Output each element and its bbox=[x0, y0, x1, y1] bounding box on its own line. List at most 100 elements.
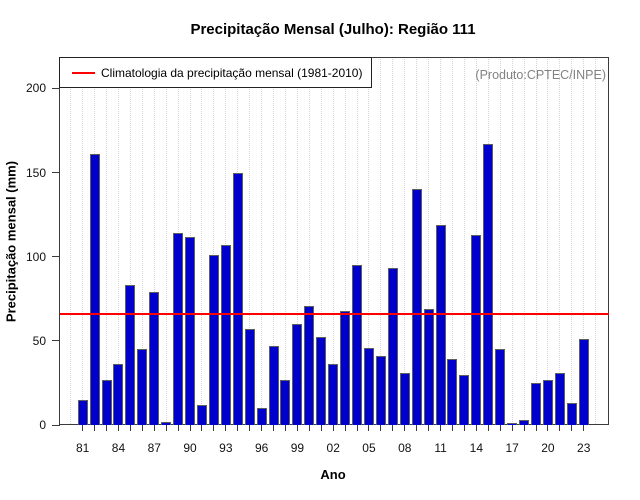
x-tick-label: 90 bbox=[183, 441, 197, 455]
gridline bbox=[82, 59, 84, 424]
x-axis-tick bbox=[261, 425, 263, 431]
gridline bbox=[284, 59, 286, 424]
gridline bbox=[117, 59, 119, 424]
x-tick-label: 08 bbox=[398, 441, 412, 455]
x-axis-tick bbox=[499, 425, 501, 431]
x-tick-label: 99 bbox=[290, 441, 305, 455]
y-tick-label: 200 bbox=[25, 81, 46, 96]
bar-2006 bbox=[375, 356, 386, 425]
x-tick-label: 23 bbox=[577, 441, 591, 455]
x-tick-label: 11 bbox=[434, 441, 447, 455]
x-axis-tick bbox=[82, 425, 84, 431]
bar-2005 bbox=[363, 348, 374, 425]
x-axis-tick bbox=[535, 425, 537, 431]
bar-2007 bbox=[387, 268, 398, 425]
bar-1992 bbox=[208, 255, 219, 425]
bar-2000 bbox=[304, 306, 315, 425]
bar-2017 bbox=[507, 423, 518, 425]
bar-2020 bbox=[542, 380, 553, 425]
bar-2023 bbox=[578, 339, 589, 425]
bar-2014 bbox=[471, 235, 482, 425]
y-axis-tick bbox=[52, 256, 60, 258]
gridline bbox=[213, 59, 215, 424]
chart-title: Precipitação Mensal (Julho): Região 111 bbox=[190, 21, 476, 38]
x-axis-tick bbox=[463, 425, 465, 431]
gridline bbox=[249, 59, 251, 424]
bar-1983 bbox=[101, 380, 112, 425]
gridline bbox=[511, 59, 513, 424]
x-tick-label: 14 bbox=[469, 441, 484, 455]
x-tick-label: 87 bbox=[147, 441, 161, 455]
x-axis-tick bbox=[106, 425, 108, 431]
bar-1990 bbox=[185, 237, 196, 425]
x-axis-tick bbox=[273, 425, 275, 431]
gridline bbox=[356, 59, 358, 424]
bar-1993 bbox=[220, 245, 231, 425]
x-axis-tick bbox=[511, 425, 513, 431]
bar-1995 bbox=[244, 329, 255, 425]
gridline bbox=[392, 59, 394, 424]
gridline bbox=[404, 59, 406, 424]
y-tick-label: 50 bbox=[32, 333, 46, 348]
bar-1991 bbox=[196, 405, 207, 425]
x-axis-tick bbox=[404, 425, 406, 431]
gridline bbox=[368, 59, 370, 424]
bar-1989 bbox=[173, 233, 184, 425]
bar-2018 bbox=[519, 420, 530, 425]
gridline bbox=[344, 59, 346, 424]
x-axis-tick bbox=[284, 425, 286, 431]
bar-2002 bbox=[328, 364, 339, 425]
gridline bbox=[225, 59, 227, 424]
x-axis-tick bbox=[141, 425, 143, 431]
y-axis-tick bbox=[52, 424, 60, 426]
gridline bbox=[273, 59, 275, 424]
gridline bbox=[165, 59, 167, 424]
bar-2009 bbox=[411, 189, 422, 425]
gridline bbox=[583, 59, 585, 424]
bar-1986 bbox=[137, 349, 148, 425]
legend-line-sample bbox=[72, 72, 95, 74]
y-tick-label: 0 bbox=[39, 418, 46, 432]
x-axis-tick bbox=[94, 425, 96, 431]
x-axis-tick bbox=[380, 425, 382, 431]
x-axis-tick bbox=[189, 425, 191, 431]
x-axis-tick bbox=[571, 425, 573, 431]
x-tick-label: 05 bbox=[362, 441, 376, 455]
gridline bbox=[499, 59, 501, 424]
gridline bbox=[129, 59, 131, 424]
gridline bbox=[571, 59, 573, 424]
x-axis-tick bbox=[392, 425, 394, 431]
x-tick-label: 96 bbox=[254, 441, 269, 455]
gridline bbox=[261, 59, 263, 424]
x-axis-tick bbox=[320, 425, 322, 431]
gridline bbox=[70, 59, 72, 424]
bar-1987 bbox=[149, 292, 160, 425]
x-axis-tick bbox=[165, 425, 167, 431]
x-axis-tick bbox=[344, 425, 346, 431]
gridline bbox=[523, 59, 525, 424]
bar-1985 bbox=[125, 285, 136, 425]
gridline bbox=[332, 59, 334, 424]
y-tick-label: 100 bbox=[25, 249, 46, 264]
x-axis-label: Ano bbox=[320, 467, 346, 482]
bar-1996 bbox=[256, 408, 267, 425]
bar-2016 bbox=[495, 349, 506, 425]
x-axis-tick bbox=[225, 425, 227, 431]
bar-1994 bbox=[232, 173, 243, 425]
legend: Climatologia da precipitação mensal (198… bbox=[59, 57, 372, 88]
x-tick-label: 17 bbox=[505, 441, 519, 455]
watermark-text: (Produto:CPTEC/INPE) bbox=[475, 68, 606, 82]
x-axis-tick bbox=[201, 425, 203, 431]
x-axis-tick bbox=[129, 425, 131, 431]
x-axis-tick bbox=[249, 425, 251, 431]
x-axis-tick bbox=[487, 425, 489, 431]
legend-label: Climatologia da precipitação mensal (198… bbox=[101, 66, 363, 80]
bar-2004 bbox=[352, 265, 363, 425]
gridline bbox=[141, 59, 143, 424]
x-tick-label: 93 bbox=[219, 441, 233, 455]
bar-2011 bbox=[435, 225, 446, 425]
x-tick-label: 81 bbox=[76, 441, 90, 455]
x-axis-tick bbox=[451, 425, 453, 431]
